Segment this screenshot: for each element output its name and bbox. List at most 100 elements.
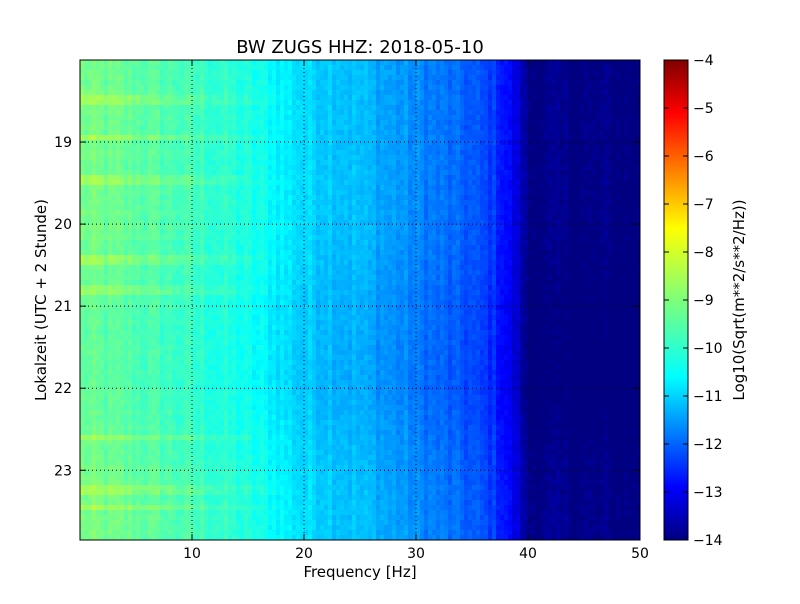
heatmap-cell [260,185,265,191]
heatmap-cell [152,80,157,86]
heatmap-cell [464,60,469,66]
heatmap-cell [308,175,313,181]
heatmap-cell [256,195,261,201]
heatmap-cell [500,90,505,96]
heatmap-cell [256,110,261,116]
heatmap-cell [332,65,337,71]
heatmap-cell [420,210,425,216]
heatmap-cell [488,220,493,226]
heatmap-cell [556,215,561,221]
heatmap-cell [368,135,373,141]
heatmap-cell [124,165,129,171]
heatmap-cell [136,150,141,156]
heatmap-cell [612,205,617,211]
heatmap-cell [592,185,597,191]
heatmap-cell [392,225,397,231]
heatmap-cell [140,120,145,126]
heatmap-cell [188,195,193,201]
heatmap-cell [492,120,497,126]
heatmap-cell [108,220,113,226]
heatmap-cell [368,200,373,206]
heatmap-cell [112,75,117,81]
heatmap-cell [132,180,137,186]
heatmap-cell [264,90,269,96]
heatmap-cell [508,160,513,166]
heatmap-cell [192,85,197,91]
heatmap-cell [300,135,305,141]
heatmap-cell [84,70,89,76]
heatmap-cell [316,185,321,191]
heatmap-cell [516,155,521,161]
heatmap-cell [460,185,465,191]
heatmap-cell [532,130,537,136]
heatmap-cell [120,180,125,186]
heatmap-cell [488,170,493,176]
heatmap-cell [572,165,577,171]
heatmap-cell [544,165,549,171]
heatmap-cell [256,210,261,216]
heatmap-cell [424,110,429,116]
heatmap-cell [172,90,177,96]
heatmap-cell [548,200,553,206]
heatmap-cell [248,175,253,181]
heatmap-cell [236,235,241,241]
heatmap-cell [536,130,541,136]
heatmap-cell [576,125,581,131]
heatmap-cell [300,190,305,196]
heatmap-cell [344,100,349,106]
heatmap-cell [336,100,341,106]
heatmap-cell [260,175,265,181]
heatmap-cell [576,225,581,231]
heatmap-cell [336,130,341,136]
heatmap-cell [420,80,425,86]
heatmap-cell [116,110,121,116]
heatmap-cell [204,135,209,141]
heatmap-cell [532,110,537,116]
heatmap-cell [300,160,305,166]
heatmap-cell [500,150,505,156]
heatmap-cell [432,220,437,226]
heatmap-cell [92,220,97,226]
heatmap-cell [224,180,229,186]
heatmap-cell [100,220,105,226]
heatmap-cell [488,185,493,191]
heatmap-cell [416,230,421,236]
heatmap-cell [528,80,533,86]
heatmap-cell [156,70,161,76]
heatmap-cell [212,160,217,166]
heatmap-cell [516,200,521,206]
heatmap-cell [84,235,89,241]
heatmap-cell [84,95,89,101]
heatmap-cell [624,160,629,166]
heatmap-cell [572,105,577,111]
heatmap-cell [216,115,221,121]
heatmap-cell [576,130,581,136]
heatmap-cell [388,175,393,181]
heatmap-cell [140,60,145,66]
heatmap-cell [420,120,425,126]
heatmap-cell [324,210,329,216]
heatmap-cell [332,90,337,96]
heatmap-cell [164,150,169,156]
heatmap-cell [624,150,629,156]
heatmap-cell [320,225,325,231]
heatmap-cell [468,65,473,71]
heatmap-cell [364,160,369,166]
heatmap-cell [456,220,461,226]
heatmap-cell [176,145,181,151]
heatmap-cell [132,110,137,116]
heatmap-cell [432,140,437,146]
heatmap-cell [608,65,613,71]
heatmap-cell [552,215,557,221]
heatmap-cell [536,185,541,191]
heatmap-cell [248,65,253,71]
heatmap-cell [392,95,397,101]
heatmap-cell [180,210,185,216]
heatmap-cell [168,230,173,236]
heatmap-cell [364,145,369,151]
heatmap-cell [288,220,293,226]
heatmap-cell [612,100,617,106]
heatmap-cell [228,70,233,76]
heatmap-cell [548,135,553,141]
heatmap-cell [620,115,625,121]
